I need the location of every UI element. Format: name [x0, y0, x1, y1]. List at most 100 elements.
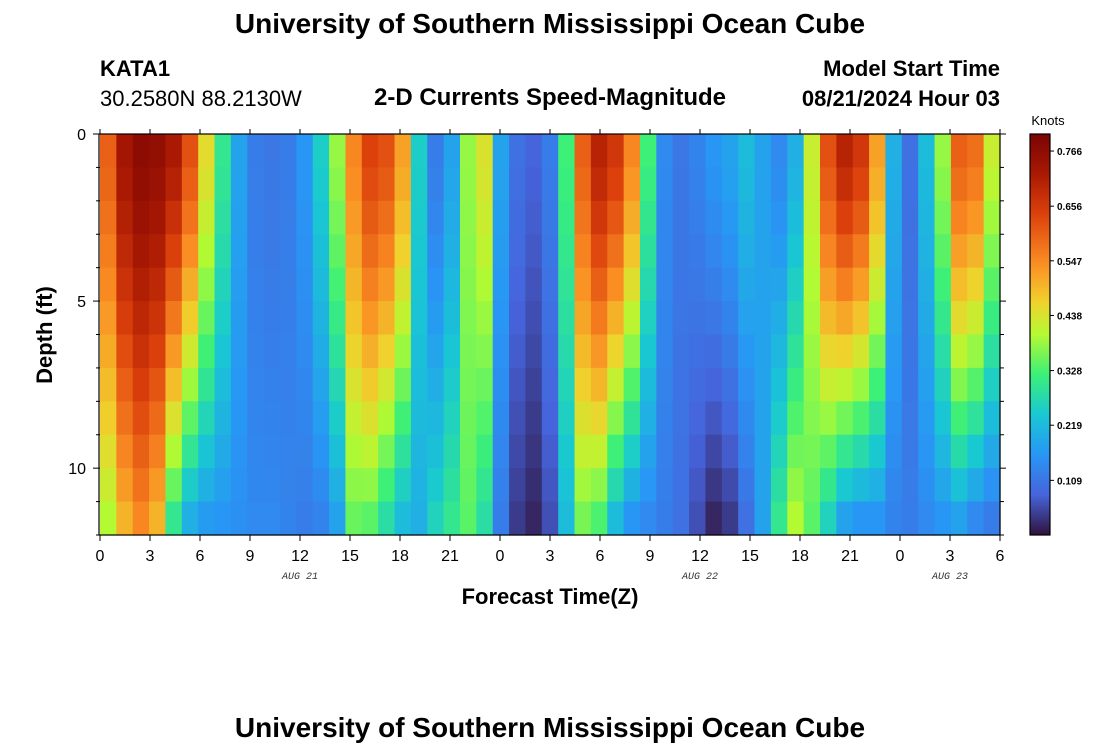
heatmap-cell	[623, 200, 641, 235]
heatmap-cell	[738, 401, 756, 436]
heatmap-cell	[410, 301, 428, 336]
heatmap-cell	[149, 367, 167, 402]
heatmap-cell	[427, 434, 445, 469]
heatmap-cell	[852, 468, 870, 503]
colorbar-tick-label: 0.109	[1057, 476, 1082, 487]
heatmap-cell	[950, 267, 968, 302]
heatmap-cell	[901, 334, 919, 369]
heatmap-cell	[950, 134, 968, 169]
heatmap-cell	[116, 501, 134, 536]
heatmap-cell	[247, 200, 265, 235]
heatmap-cell	[574, 301, 592, 336]
heatmap-cell	[394, 401, 412, 436]
heatmap-cell	[721, 167, 739, 202]
heatmap-cell	[230, 501, 248, 536]
heatmap-cell	[476, 267, 494, 302]
heatmap-cell	[427, 267, 445, 302]
heatmap-cell	[345, 301, 363, 336]
heatmap-cell	[541, 501, 559, 536]
heatmap-cell	[247, 301, 265, 336]
heatmap-cell	[574, 468, 592, 503]
heatmap-cell	[394, 468, 412, 503]
heatmap-cell	[132, 267, 150, 302]
heatmap-cell	[738, 234, 756, 269]
heatmap-cell	[770, 267, 788, 302]
heatmap-cell	[132, 167, 150, 202]
heatmap-cell	[149, 468, 167, 503]
heatmap-cell	[100, 367, 117, 402]
heatmap-cell	[672, 267, 690, 302]
heatmap-cell	[836, 134, 854, 169]
heatmap-cell	[918, 167, 936, 202]
heatmap-cell	[394, 134, 412, 169]
heatmap-cell	[263, 267, 281, 302]
heatmap-cell	[525, 200, 543, 235]
heatmap-cell	[541, 367, 559, 402]
heatmap-cell	[214, 267, 232, 302]
heatmap-cell	[607, 334, 625, 369]
x-tick-label: 21	[441, 548, 459, 565]
heatmap-cell	[116, 334, 134, 369]
heatmap-cell	[820, 434, 837, 469]
heatmap-cell	[312, 367, 330, 402]
heatmap-cell	[345, 200, 363, 235]
heatmap-cell	[541, 267, 559, 302]
heatmap-cell	[885, 301, 903, 336]
heatmap-cell	[689, 401, 707, 436]
heatmap-cell	[541, 167, 559, 202]
heatmap-cell	[721, 334, 739, 369]
heatmap-cell	[656, 167, 674, 202]
heatmap-cell	[754, 367, 772, 402]
heatmap-cell	[280, 134, 297, 169]
heatmap-cell	[689, 301, 707, 336]
heatmap-cell	[247, 267, 265, 302]
heatmap-cell	[132, 301, 150, 336]
heatmap-cell	[247, 167, 265, 202]
heatmap-cell	[820, 401, 837, 436]
heatmap-cell	[296, 234, 314, 269]
heatmap-cell	[754, 434, 772, 469]
heatmap-cell	[198, 167, 216, 202]
heatmap-cell	[394, 267, 412, 302]
heatmap-cell	[623, 167, 641, 202]
heatmap-cell	[460, 167, 477, 202]
heatmap-cell	[329, 334, 347, 369]
heatmap-cell	[803, 134, 821, 169]
heatmap-cell	[492, 434, 510, 469]
heatmap-cell	[885, 200, 903, 235]
heatmap-cell	[770, 401, 788, 436]
heatmap-cell	[443, 267, 461, 302]
heatmap-cell	[361, 434, 379, 469]
x-tick-label: 18	[791, 548, 809, 565]
heatmap-cell	[721, 367, 739, 402]
heatmap-cell	[345, 234, 363, 269]
heatmap-cell	[852, 501, 870, 536]
heatmap-cell	[410, 200, 428, 235]
heatmap-cell	[132, 434, 150, 469]
heatmap-cell	[476, 367, 494, 402]
heatmap-cell	[378, 434, 396, 469]
heatmap-cell	[165, 401, 183, 436]
heatmap-cell	[116, 167, 134, 202]
heatmap-cell	[558, 434, 576, 469]
colorbar-tick-label: 0.438	[1057, 311, 1082, 322]
heatmap-cell	[296, 468, 314, 503]
heatmap-cell	[329, 468, 347, 503]
heatmap-cell	[247, 501, 265, 536]
heatmap-cell	[460, 334, 477, 369]
heatmap-cell	[280, 267, 297, 302]
heatmap-cell	[787, 301, 805, 336]
heatmap-cell	[950, 301, 968, 336]
heatmap-cell	[590, 301, 608, 336]
heatmap-cell	[165, 334, 183, 369]
heatmap-cell	[247, 367, 265, 402]
heatmap-cell	[820, 468, 837, 503]
heatmap-cell	[705, 134, 723, 169]
heatmap-cell	[132, 334, 150, 369]
heatmap-cell	[280, 301, 297, 336]
heatmap-cell	[230, 468, 248, 503]
heatmap-cell	[738, 267, 756, 302]
x-tick-label: 12	[691, 548, 709, 565]
heatmap-cell	[230, 234, 248, 269]
heatmap-cell	[672, 434, 690, 469]
